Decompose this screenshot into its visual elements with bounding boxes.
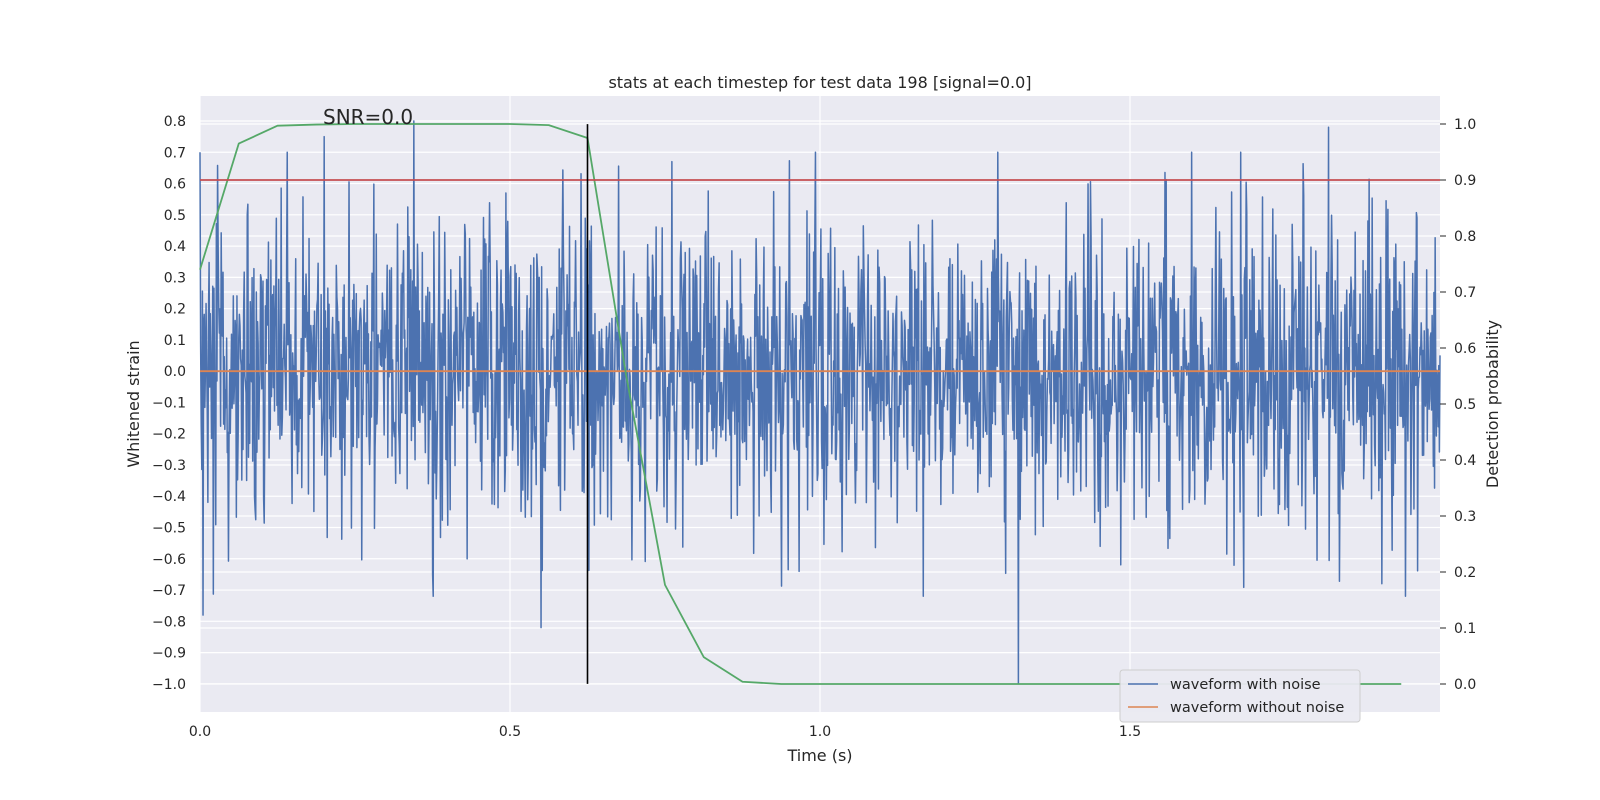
y-tick-label: 0.8 bbox=[164, 114, 186, 130]
y2-tick-label: 0.5 bbox=[1454, 397, 1476, 413]
y-tick-label: −0.6 bbox=[152, 552, 186, 568]
x-tick-label: 1.0 bbox=[809, 724, 831, 740]
series-layer bbox=[199, 120, 1441, 685]
legend-label-waveform-with-noise: waveform with noise bbox=[1170, 677, 1321, 693]
legend-box bbox=[1119, 669, 1361, 723]
y2-tick-label: 0.6 bbox=[1454, 341, 1476, 357]
legend-label-waveform-without-noise: waveform without noise bbox=[1170, 700, 1344, 716]
x-tick-label: 0.5 bbox=[499, 724, 521, 740]
y2-tick-label: 0.1 bbox=[1454, 621, 1476, 637]
y-tick-label: 0.7 bbox=[164, 145, 186, 161]
ticks-layer: 0.0 0.5 1.0 1.5 0.8 0.7 0.6 0.5 0.4 0.3 0.2 0.1 0.0 −… bbox=[152, 114, 1476, 740]
y-tick-label: −1.0 bbox=[152, 677, 186, 693]
y2-axis-title: Detection probability bbox=[1483, 320, 1502, 488]
y-tick-label: −0.3 bbox=[152, 458, 186, 474]
y2-tick-label: 1.0 bbox=[1454, 117, 1476, 133]
y-tick-label: 0.5 bbox=[164, 208, 186, 224]
y-tick-label: −0.9 bbox=[152, 646, 186, 662]
y-axis-title: Whitened strain bbox=[124, 340, 143, 467]
y-tick-label: −0.5 bbox=[152, 521, 186, 537]
y2-tick-label: 0.2 bbox=[1454, 565, 1476, 581]
y-tick-label: −0.1 bbox=[152, 395, 186, 411]
y-tick-label: −0.8 bbox=[152, 614, 186, 630]
y-tick-label: 0.2 bbox=[164, 302, 186, 318]
y2-tick-label: 0.8 bbox=[1454, 229, 1476, 245]
y-tick-label: 0.6 bbox=[164, 177, 186, 193]
y2-tick-label: 0.4 bbox=[1454, 453, 1476, 469]
y2-tick-label: 0.0 bbox=[1454, 677, 1476, 693]
chart-title: stats at each timestep for test data 198… bbox=[608, 73, 1031, 92]
y-tick-label: −0.4 bbox=[152, 489, 186, 505]
y2-tick-label: 0.9 bbox=[1454, 173, 1476, 189]
y2-tick-label: 0.7 bbox=[1454, 285, 1476, 301]
y-tick-label: −0.2 bbox=[152, 427, 186, 443]
x-axis-title: Time (s) bbox=[786, 746, 852, 765]
y-tick-label: 0.0 bbox=[164, 364, 186, 380]
snr-annotation: SNR=0.0 bbox=[323, 105, 413, 129]
y-tick-label: −0.7 bbox=[152, 583, 186, 599]
y2-tick-label: 0.3 bbox=[1454, 509, 1476, 525]
legend: waveform with noise waveform without noi… bbox=[1119, 669, 1361, 723]
x-tick-label: 1.5 bbox=[1119, 724, 1141, 740]
y-tick-label: 0.3 bbox=[164, 270, 186, 286]
y-tick-label: 0.4 bbox=[164, 239, 186, 255]
x-tick-label: 0.0 bbox=[189, 724, 211, 740]
y-tick-label: 0.1 bbox=[164, 333, 186, 349]
